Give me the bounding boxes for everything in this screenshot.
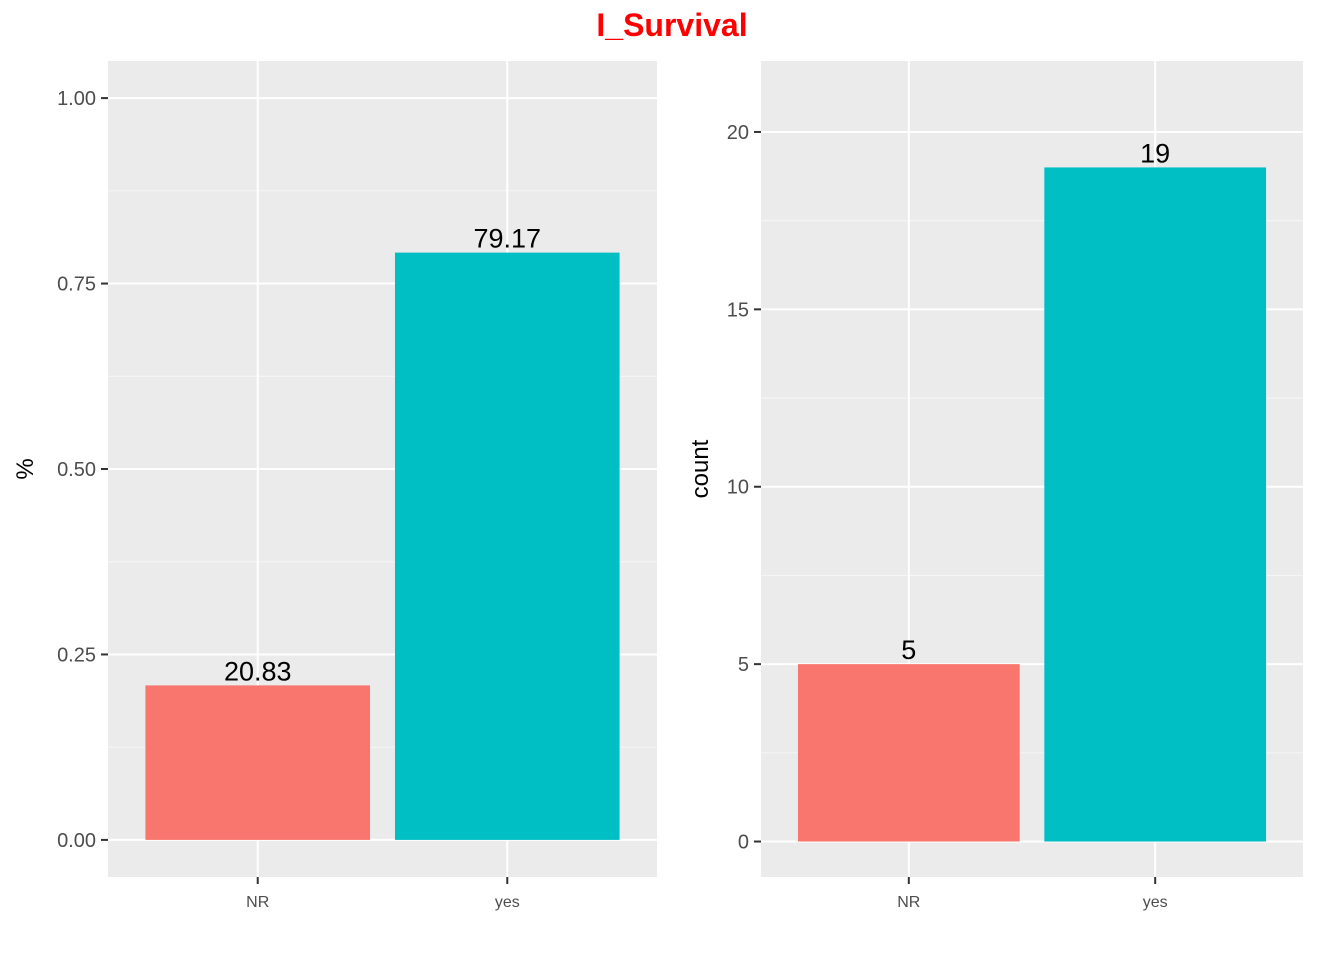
- left-panel-percent: 0.00 0.25 0.50 0.75 1.00 NR yes 20.83 79.17%: [12, 61, 657, 911]
- y-tick-label: 0.25: [57, 644, 96, 666]
- y-tick-label: 0.50: [57, 459, 96, 481]
- data-label: 19: [1140, 138, 1170, 168]
- y-tick-label: 1.00: [57, 88, 96, 110]
- data-label: 5: [901, 635, 916, 665]
- y-tick-label: 0: [738, 832, 749, 854]
- x-tick-label: NR: [897, 894, 920, 911]
- y-tick-label: 0.75: [57, 274, 96, 296]
- x-tick-label: NR: [246, 894, 269, 911]
- y-tick-label: 0.00: [57, 830, 96, 852]
- y-axis-title: count: [687, 439, 714, 498]
- bar-nr[interactable]: [797, 664, 1020, 842]
- x-tick-label: yes: [1143, 894, 1168, 911]
- y-tick-label: 10: [727, 477, 749, 499]
- y-tick-label: 15: [727, 299, 749, 321]
- bar-yes[interactable]: [394, 252, 620, 840]
- bar-nr[interactable]: [145, 685, 371, 840]
- chart-title: I_Survival: [596, 7, 747, 43]
- y-tick-label: 5: [738, 654, 749, 676]
- x-tick-label: yes: [495, 894, 520, 911]
- y-axis-title: %: [12, 458, 39, 479]
- bar-yes[interactable]: [1044, 167, 1267, 842]
- data-label: 20.83: [224, 656, 292, 686]
- y-tick-label: 20: [727, 122, 749, 144]
- right-panel-count: 0 5 10 15 20 NR yes 5 19 count: [687, 61, 1303, 911]
- data-label: 79.17: [473, 224, 541, 254]
